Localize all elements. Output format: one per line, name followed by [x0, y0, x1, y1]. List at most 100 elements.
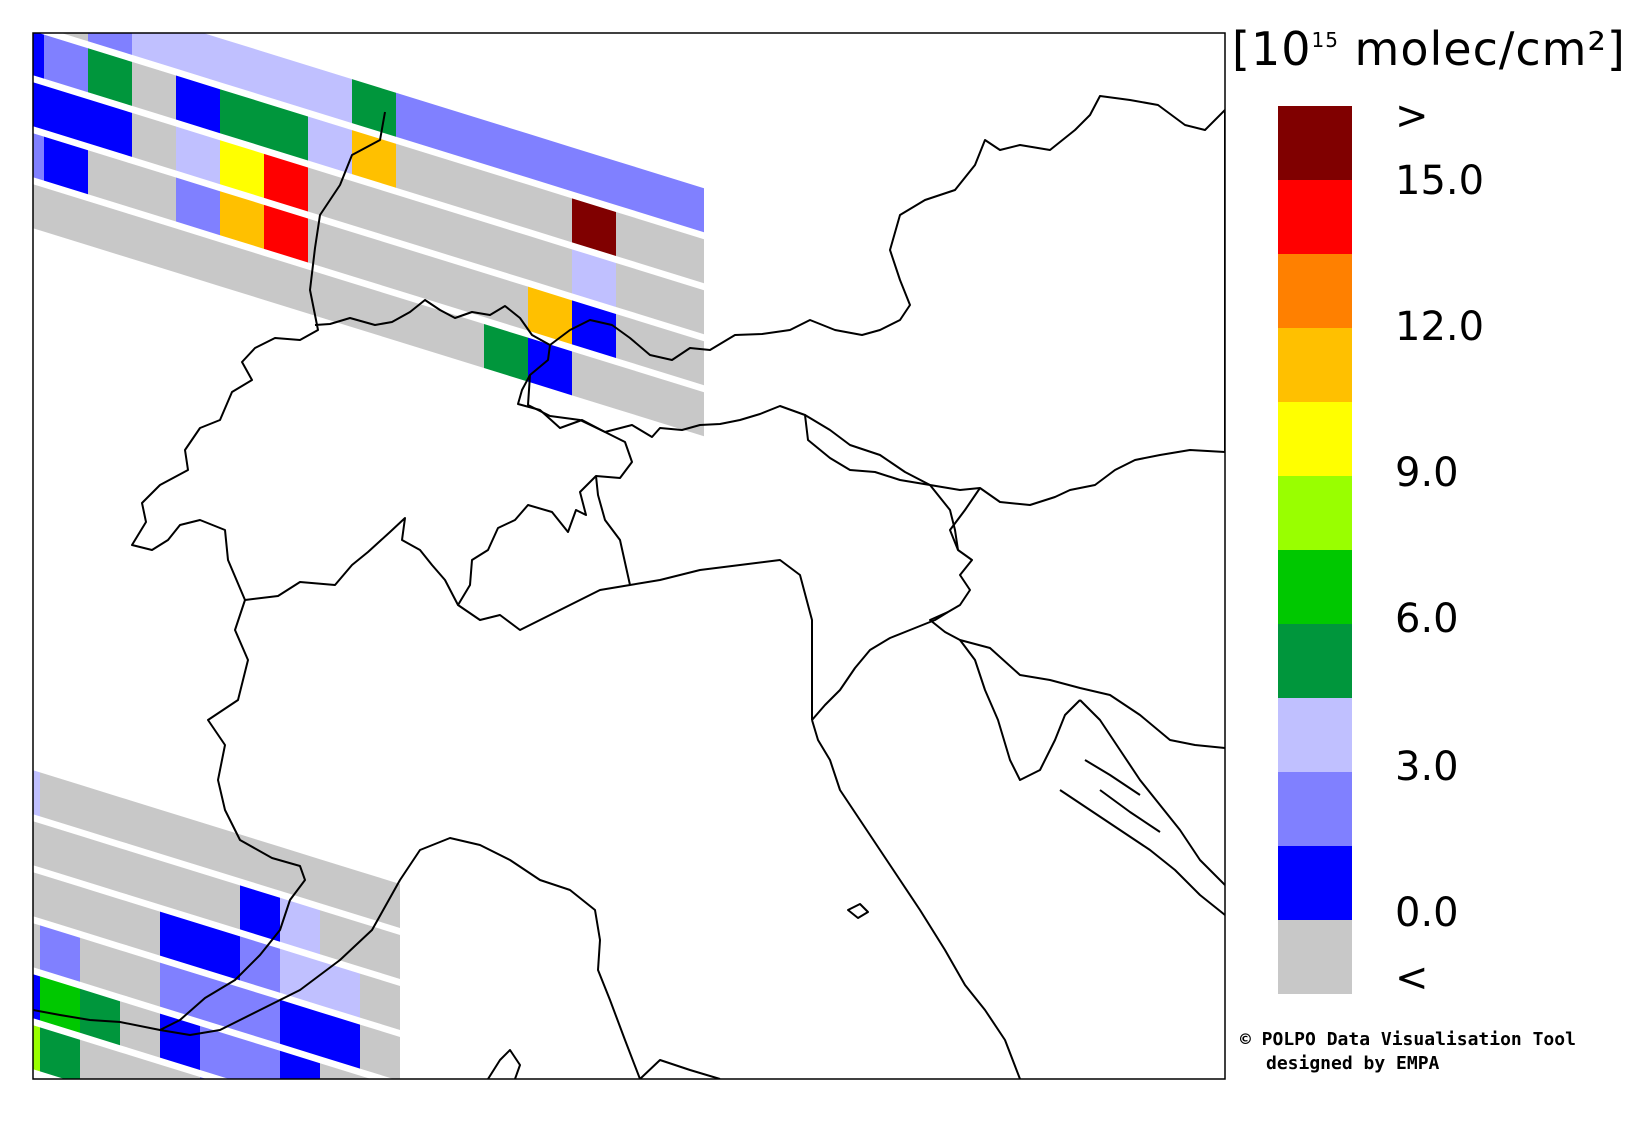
south-swath-cell-2-1	[40, 874, 80, 931]
north-swath-cell-1-0	[33, 33, 44, 79]
north-swath-cell-3-12	[528, 286, 572, 345]
north-swath-cell-4-13	[572, 351, 616, 409]
north-swath-cell-4-11	[484, 324, 528, 382]
colorbar-bin-1	[1278, 846, 1352, 920]
south-swath-cell-2-8	[320, 961, 360, 1018]
north-swath-cell-4-5	[220, 242, 264, 300]
south-swath-cell-2-2	[80, 886, 120, 944]
south-swath-cell-4-4	[160, 1013, 200, 1070]
coast-istria	[959, 639, 1081, 781]
colorbar-label-below: <	[1395, 955, 1429, 1001]
north-swath-cell-4-1	[44, 187, 88, 246]
coast-adriatic-west	[811, 719, 1021, 1079]
south-swath-cell-3-1	[40, 925, 80, 982]
unit-suffix: molec/cm²]	[1338, 22, 1626, 76]
north-swath-cell-1-7	[308, 116, 352, 175]
coast-croatia	[1079, 699, 1225, 886]
south-swath-cell-1-6	[240, 885, 280, 942]
north-swath-cell-0-15	[660, 174, 704, 233]
north-swath-cell-2-8	[352, 181, 396, 239]
north-swath-cell-0-11	[484, 120, 528, 178]
north-swath-cell-2-11	[484, 222, 528, 280]
north-swath-cell-1-10	[440, 157, 484, 216]
north-swath-cell-0-4	[176, 33, 220, 83]
colorbar-label-12: 12.0	[1395, 304, 1485, 350]
north-swath-cell-2-7	[308, 167, 352, 226]
north-swath-cell-3-15	[660, 327, 704, 386]
south-swath-cell-0-5	[200, 822, 240, 879]
colorbar-label-15: 15.0	[1395, 158, 1485, 204]
south-swath-cell-3-9	[360, 1024, 400, 1079]
south-swath-cell-2-0	[33, 872, 40, 919]
north-swath-cell-0-3	[132, 33, 176, 69]
north-swath-cell-4-7	[308, 269, 352, 328]
north-swath-cell-3-2	[88, 150, 132, 208]
south-swath-cell-4-3	[120, 1001, 160, 1058]
border-france-italy	[33, 599, 306, 1031]
north-swath-cell-4-15	[660, 378, 704, 437]
north-swath-cell-3-13	[572, 300, 616, 358]
north-swath-cell-3-10	[440, 259, 484, 318]
north-swath-cell-0-9	[396, 92, 440, 151]
north-swath-cell-2-13	[572, 249, 616, 307]
south-swath-cell-0-2	[80, 784, 120, 842]
south-swath-cell-1-2	[80, 835, 120, 893]
north-swath-cell-4-6	[264, 255, 308, 314]
south-swath-cell-0-4	[160, 809, 200, 866]
colorbar-bin-11	[1278, 106, 1352, 180]
north-swath-cell-2-14	[616, 262, 660, 321]
north-swath-cell-1-12	[528, 184, 572, 243]
colorbar-bin-6	[1278, 476, 1352, 550]
north-swath-cell-1-9	[396, 143, 440, 202]
north-swath-cell-2-0	[33, 82, 44, 130]
credit: © POLPO Data Visualisation Tool designed…	[1240, 1028, 1576, 1076]
south-swath-cell-0-8	[320, 859, 360, 916]
north-swath-cell-2-1	[44, 85, 88, 144]
north-swath-cell-3-9	[396, 245, 440, 304]
north-swath-cell-1-8	[352, 130, 396, 188]
south-swath-cell-2-9	[360, 973, 400, 1030]
coast-adriatic-north	[811, 611, 949, 721]
north-swath-cell-4-0	[33, 184, 44, 232]
coast-liguria	[159, 837, 641, 1079]
south-swath-cell-2-3	[120, 899, 160, 956]
north-swath-cell-1-4	[176, 75, 220, 134]
south-swath-cell-0-1	[40, 772, 80, 829]
north-swath-cell-4-3	[132, 214, 176, 273]
border-italy-north	[457, 475, 813, 720]
north-swath-cell-1-6	[264, 102, 308, 161]
south-swath-cell-0-3	[120, 797, 160, 854]
south-swath-cell-3-2	[80, 937, 120, 995]
colorbar-bin-9	[1278, 254, 1352, 328]
north-swath-cell-3-6	[264, 204, 308, 263]
south-swath-cell-4-9	[360, 1075, 371, 1079]
north-swath-cell-4-8	[352, 283, 396, 341]
colorbar-bin-3	[1278, 698, 1352, 772]
south-swath-cell-2-6	[240, 936, 280, 993]
map-frame	[32, 32, 1226, 1080]
south-swath-cell-5-2	[80, 1039, 120, 1079]
north-swath-cell-2-15	[660, 276, 704, 335]
south-swath-cell-4-1	[40, 976, 80, 1033]
north-swath-cell-3-5	[220, 191, 264, 249]
island-elba	[847, 903, 869, 919]
north-swath-cell-4-4	[176, 228, 220, 287]
north-swath-cell-0-8	[352, 79, 396, 137]
north-swath-cell-3-1	[44, 136, 88, 195]
north-swath-cell-3-7	[308, 218, 352, 277]
north-swath-cell-2-5	[220, 140, 264, 198]
north-swath-cell-4-14	[616, 364, 660, 423]
south-swath-cell-0-9	[360, 871, 400, 928]
north-swath-cell-2-12	[528, 235, 572, 294]
credit-line2: designed by EMPA	[1266, 1053, 1440, 1074]
south-swath-cell-5-7	[280, 1102, 320, 1132]
north-swath-cell-2-4	[176, 126, 220, 185]
south-swath-cell-1-8	[320, 910, 360, 967]
north-swath-cell-0-7	[308, 65, 352, 124]
south-swath-cell-3-8	[320, 1012, 360, 1069]
north-swath-cell-0-12	[528, 133, 572, 192]
south-swath-cell-0-0	[33, 770, 40, 817]
north-swath-cell-3-11	[484, 273, 528, 331]
colorbar-bin-10	[1278, 180, 1352, 254]
south-swath-cell-3-0	[33, 923, 40, 970]
